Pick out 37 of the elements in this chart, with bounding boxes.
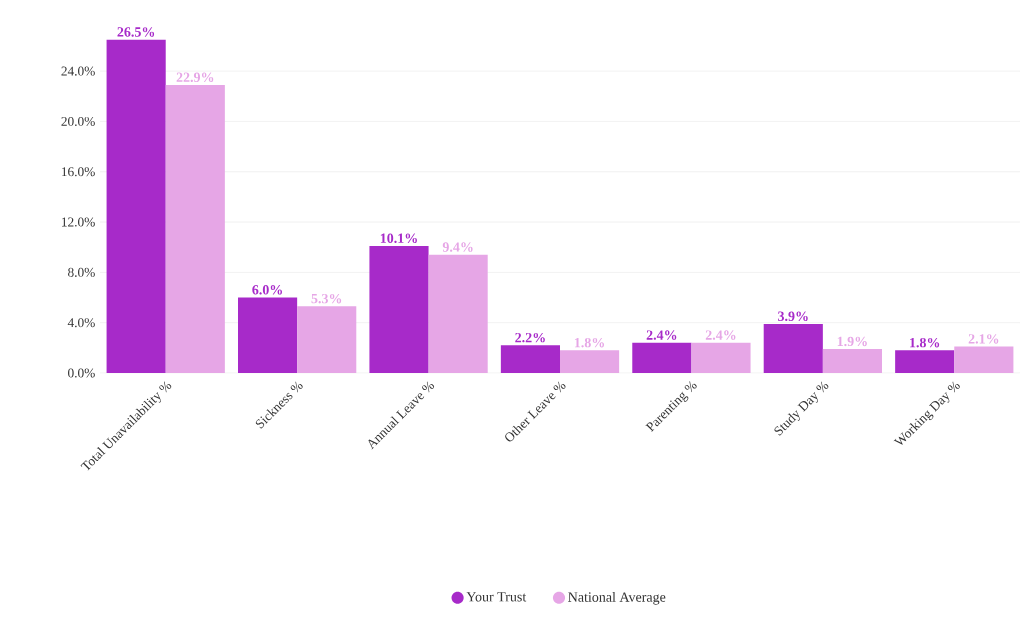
y-tick-label: 12.0% bbox=[62, 217, 95, 227]
data-label: 2.4% bbox=[646, 330, 677, 340]
bar bbox=[560, 350, 620, 373]
bar bbox=[691, 342, 751, 373]
data-label: 1.9% bbox=[837, 336, 867, 347]
data-label: 6.0% bbox=[252, 285, 282, 295]
data-label: 26.5% bbox=[117, 27, 155, 37]
legend-label: Your Trust bbox=[466, 592, 527, 602]
data-label: 1.8% bbox=[910, 337, 940, 348]
data-label: 3.9% bbox=[778, 311, 808, 321]
bar bbox=[369, 245, 429, 373]
bar bbox=[895, 350, 955, 373]
data-label: 5.3% bbox=[311, 293, 342, 304]
bar bbox=[428, 254, 488, 373]
bar bbox=[297, 306, 357, 373]
data-label: 2.2% bbox=[515, 332, 545, 343]
bar bbox=[954, 346, 1014, 373]
data-label: 2.1% bbox=[968, 334, 999, 344]
y-tick-label: 24.0% bbox=[61, 66, 95, 76]
bar bbox=[822, 349, 882, 373]
bar bbox=[106, 39, 166, 373]
data-label: 9.4% bbox=[442, 242, 473, 252]
data-label: 2.4% bbox=[705, 330, 736, 340]
data-label: 10.1% bbox=[380, 233, 417, 243]
y-tick-label: 4.0% bbox=[67, 318, 95, 328]
y-tick-label: 16.0% bbox=[62, 167, 95, 177]
legend-label: National Average bbox=[568, 591, 666, 605]
data-label: 22.9% bbox=[176, 72, 214, 82]
y-tick-label: 20.0% bbox=[61, 116, 95, 126]
bar bbox=[165, 84, 225, 373]
bar bbox=[632, 342, 692, 373]
y-tick-label: 0.0% bbox=[68, 368, 95, 378]
data-label: 1.8% bbox=[574, 337, 604, 348]
bar bbox=[238, 297, 298, 373]
bar bbox=[500, 345, 560, 373]
bar bbox=[763, 323, 823, 373]
y-tick-label: 8.0% bbox=[68, 267, 95, 277]
